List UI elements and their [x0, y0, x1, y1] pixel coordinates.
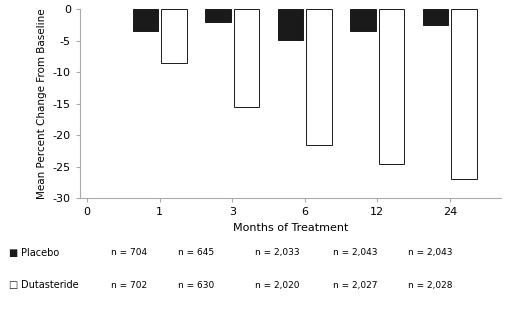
- Text: n = 2,028: n = 2,028: [408, 281, 452, 290]
- Text: n = 702: n = 702: [111, 281, 147, 290]
- Bar: [350, 9, 376, 31]
- Text: n = 645: n = 645: [178, 248, 214, 257]
- Text: n = 704: n = 704: [111, 248, 147, 257]
- Bar: [234, 9, 259, 107]
- Bar: [423, 9, 448, 25]
- Text: Placebo: Placebo: [21, 248, 59, 258]
- Text: n = 2,033: n = 2,033: [255, 248, 300, 257]
- X-axis label: Months of Treatment: Months of Treatment: [233, 223, 348, 233]
- Text: □: □: [8, 280, 17, 290]
- Bar: [133, 9, 158, 31]
- Text: Dutasteride: Dutasteride: [21, 280, 78, 290]
- Bar: [451, 9, 477, 179]
- Text: ■: ■: [8, 248, 17, 258]
- Y-axis label: Mean Percent Change From Baseline: Mean Percent Change From Baseline: [37, 9, 47, 199]
- Text: n = 630: n = 630: [178, 281, 214, 290]
- Text: n = 2,027: n = 2,027: [333, 281, 377, 290]
- Bar: [278, 9, 303, 40]
- Text: n = 2,020: n = 2,020: [255, 281, 300, 290]
- Text: n = 2,043: n = 2,043: [408, 248, 452, 257]
- Bar: [379, 9, 404, 164]
- Bar: [306, 9, 332, 145]
- Bar: [161, 9, 187, 63]
- Text: n = 2,043: n = 2,043: [333, 248, 377, 257]
- Bar: [205, 9, 231, 22]
